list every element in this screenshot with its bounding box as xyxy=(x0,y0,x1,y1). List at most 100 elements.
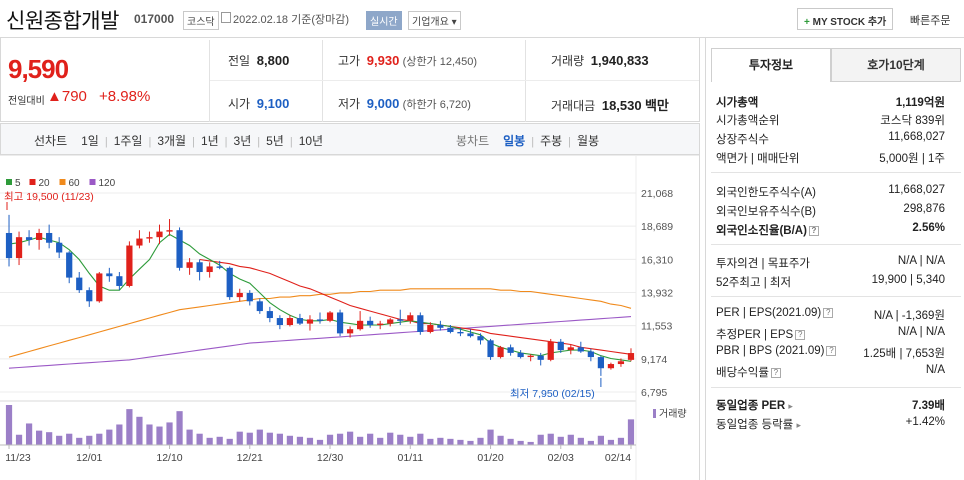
x-tick-label: 02/03 xyxy=(548,452,574,464)
market-cap-label: 시가총액 xyxy=(716,97,759,109)
volume-bar xyxy=(156,426,163,445)
upper-limit: (상한가 12,450) xyxy=(402,56,478,68)
volume-bar xyxy=(15,434,23,445)
volume-bar xyxy=(146,424,153,445)
help-icon[interactable]: ? xyxy=(808,225,819,236)
help-icon[interactable]: ? xyxy=(770,367,781,378)
x-tick-label: 12/01 xyxy=(76,452,102,464)
foreign-limit-row: 외국인한도주식수(A) 11,668,027 xyxy=(716,184,945,202)
help-icon[interactable]: ? xyxy=(795,329,806,340)
candle-body xyxy=(216,266,223,268)
volume-bar xyxy=(487,429,494,445)
sector-rate-value: +1.42% xyxy=(905,416,945,428)
volume-bar xyxy=(527,441,534,445)
volume-bar xyxy=(76,437,83,445)
market-cap-rank-label: 시가총액순위 xyxy=(716,115,780,127)
volume-bar xyxy=(116,424,123,445)
line-period-3[interactable]: 3개월 xyxy=(157,134,187,148)
dividend-label: 배당수익률 xyxy=(716,367,769,379)
current-price: 9,590 xyxy=(8,54,69,84)
tab-orderbook[interactable]: 호가10단계 xyxy=(831,48,961,82)
low-annotation: 최저 7,950 (02/15) xyxy=(510,388,595,400)
tab-invest-info[interactable]: 투자정보 xyxy=(711,48,831,82)
est-per-label: 추정PER | EPS xyxy=(716,329,794,341)
candle-body xyxy=(36,232,43,240)
volume-value: 1,940,833 xyxy=(590,53,649,68)
candle-body xyxy=(547,341,554,360)
low-value: 9,000 xyxy=(366,96,400,111)
legend-label: 20 xyxy=(39,178,51,189)
stock-name: 신원종합개발 xyxy=(6,10,119,33)
volume-bar xyxy=(296,436,304,445)
volume-bar xyxy=(427,438,434,445)
candle-period-3[interactable]: 월봉 xyxy=(577,134,600,148)
divider xyxy=(322,40,323,122)
volume-bar xyxy=(447,438,454,445)
realtime-button[interactable]: 실시간 xyxy=(366,11,402,30)
add-mystock-label: MY STOCK 추가 xyxy=(812,17,887,28)
volume-bar xyxy=(86,435,93,445)
volume-bar xyxy=(5,405,13,445)
candle-body xyxy=(487,340,494,358)
candle-period-1[interactable]: 일봉 xyxy=(503,134,526,148)
line-period-7[interactable]: 10년 xyxy=(298,134,324,148)
foreign-rate-label: 외국인소진율(B/A) xyxy=(716,225,807,237)
candle-body xyxy=(407,315,414,321)
candle-body xyxy=(246,292,253,302)
line-period-5[interactable]: 3년 xyxy=(233,134,252,148)
add-mystock-button[interactable]: + MY STOCK 추가 xyxy=(797,8,894,30)
shares-label: 상장주식수 xyxy=(716,134,769,146)
candle-body xyxy=(557,341,564,351)
company-overview-dropdown[interactable]: 기업개요 ▾ xyxy=(408,11,461,30)
calendar-icon xyxy=(221,12,231,23)
sector-rate-row: 동일업종 등락률 ▸ +1.42% xyxy=(716,416,945,434)
open-value: 9,100 xyxy=(256,96,290,111)
volume: 거래량 1,940,833 xyxy=(551,52,649,69)
candle-body xyxy=(377,323,384,326)
help-icon[interactable]: ? xyxy=(823,307,834,318)
market-badge: 코스닥 xyxy=(183,11,219,30)
volume-bar xyxy=(417,433,424,445)
candle-body xyxy=(607,364,615,369)
candle-body xyxy=(5,232,13,259)
candle-body xyxy=(15,237,23,259)
candle-body xyxy=(186,262,193,268)
per-label: PER | EPS(2021.09) xyxy=(716,307,822,319)
volume-label: 거래량 xyxy=(551,54,585,68)
y-axis: 21,068 18,689 16,310 13,932 11,553 9,174 6,795 xyxy=(641,188,673,399)
line-period-1[interactable]: 1일 xyxy=(81,134,99,148)
y-tick-label: 11,553 xyxy=(641,321,672,333)
foreign-rate-row: 외국인소진율(B/A)? 2.56% xyxy=(716,222,945,240)
candle-period-2[interactable]: 주봉 xyxy=(540,134,563,148)
line-period-6[interactable]: 5년 xyxy=(266,134,284,148)
line-period-4[interactable]: 1년 xyxy=(200,134,219,148)
volume-bar xyxy=(437,437,444,445)
volume-bar xyxy=(286,435,294,445)
trade-amount: 거래대금 18,530 백만 xyxy=(551,95,669,114)
line-period-2[interactable]: 1주일 xyxy=(113,134,143,148)
quick-order-link[interactable]: 빠른주문 xyxy=(910,15,951,27)
candle-body xyxy=(427,325,434,332)
high-label: 고가 xyxy=(338,54,361,68)
divider xyxy=(711,172,961,173)
volume-bar xyxy=(136,416,143,445)
candle-body xyxy=(357,320,364,330)
price-change: ▲790 xyxy=(47,88,87,105)
help-icon[interactable]: ? xyxy=(826,345,837,356)
chevron-right-icon[interactable]: ▸ xyxy=(788,401,793,411)
chevron-right-icon[interactable]: ▸ xyxy=(796,420,801,430)
volume-bar xyxy=(56,435,63,445)
candle-body xyxy=(276,318,283,326)
volume-legend-swatch xyxy=(653,409,656,418)
volume-bar xyxy=(236,431,243,445)
candle-body xyxy=(387,319,394,324)
face-value: 5,000원 | 1주 xyxy=(879,153,945,165)
y-tick-label: 6,795 xyxy=(641,387,667,399)
candle-body xyxy=(136,238,143,246)
stock-header xyxy=(0,0,964,38)
volume-bar xyxy=(377,437,384,445)
candle-body xyxy=(597,357,604,369)
volume-bar xyxy=(477,437,484,445)
divider xyxy=(209,40,210,122)
base-date: 2022.02.18 기준(장마감) xyxy=(233,14,350,26)
